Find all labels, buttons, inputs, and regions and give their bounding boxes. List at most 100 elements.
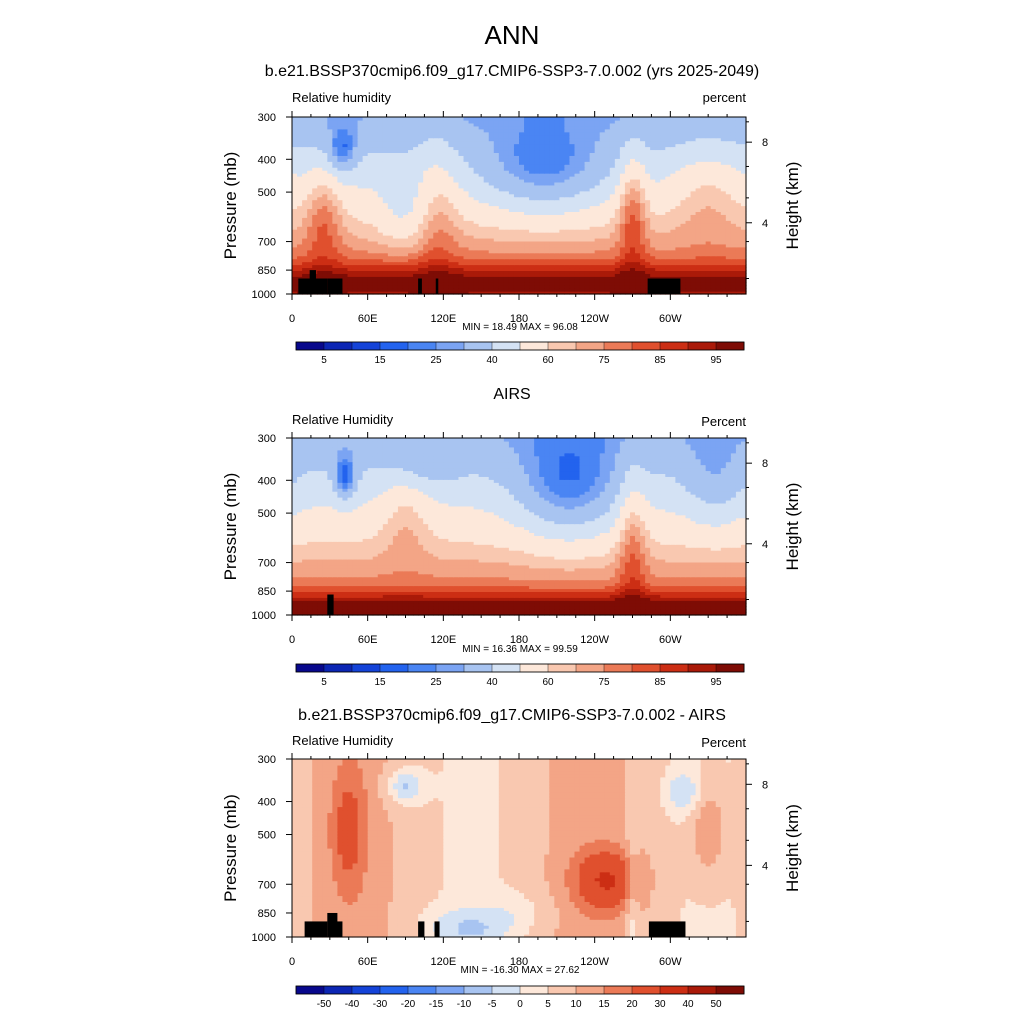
panel-1-colorbar-label: 25 (430, 355, 442, 366)
panel-1-colorbar-frame (295, 341, 745, 351)
panel-2-colorbar-cell (435, 663, 465, 673)
panel-3-colorbar-cell (631, 985, 661, 995)
panel-2-xtick-label: 60W (659, 634, 682, 646)
panel-1-colorbar-cell (351, 341, 381, 351)
panel-3-colorbar-label: -50 (317, 999, 332, 1010)
panel-1-colorbar-cell (547, 341, 577, 351)
panel-2-colorbar-cell (491, 663, 521, 673)
panel-3-colorbar-cell (351, 985, 381, 995)
panel-2-title: AIRS (493, 386, 531, 403)
panel-1-colorbar-label: 95 (710, 355, 722, 366)
panel-1-colorbar-label: 40 (486, 355, 498, 366)
panel-1-title: b.e21.BSSP370cmip6.f09_g17.CMIP6-SSP3-7.… (264, 63, 760, 80)
panel-1-colorbar-cell (659, 341, 689, 351)
panel-3-colorbar-cell (519, 985, 549, 995)
panel-1-topography-4 (418, 278, 422, 294)
panel-1-xtick-label: 120E (430, 313, 456, 325)
panel-2-colorbar-label: 40 (486, 677, 498, 688)
panel-3-topography-2 (327, 912, 338, 937)
panel-2-topography-0 (327, 594, 334, 615)
panel-3-colorbar-cell (407, 985, 437, 995)
panel-3-colorbar-cell (715, 985, 745, 995)
panel-3-colorbar-label: 30 (654, 999, 666, 1010)
panel-1-ytick-label: 500 (258, 187, 276, 199)
panel-3-colorbar-cell (323, 985, 353, 995)
panel-2-xtick-label: 180 (510, 634, 528, 646)
panel-1-colorbar-cell (295, 341, 325, 351)
panel-1-colorbar-label: 5 (321, 355, 327, 366)
panel-3-topography-0 (304, 921, 328, 937)
panel-1-colorbar-cell (435, 341, 465, 351)
panel-2-colorbar-cell (379, 663, 409, 673)
panel-2-colorbar-cell (295, 663, 325, 673)
panel-2-contour-field (292, 438, 747, 616)
panel-3-colorbar-cell (295, 985, 325, 995)
panel-3-colorbar-cell (575, 985, 605, 995)
panel-2-colorbar-cell (463, 663, 493, 673)
panel-1-colorbar-cell (407, 341, 437, 351)
panel-1-colorbar-label: 85 (654, 355, 666, 366)
panel-1-colorbar-cell (323, 341, 353, 351)
panel-1-colorbar-cell (687, 341, 717, 351)
panel-1-left-string: Relative humidity (292, 90, 391, 105)
panel-3-colorbar-cell (603, 985, 633, 995)
panel-3-y2tick-label: 4 (762, 860, 768, 872)
panel-1-ytick-label: 700 (258, 237, 276, 249)
panel-3-topography-4 (434, 921, 440, 937)
panel-1-ytick-label: 400 (258, 154, 276, 166)
panel-2-y2tick-label: 4 (762, 539, 768, 551)
panel-2-colorbar-label: 5 (321, 677, 327, 688)
page-title: ANN (484, 20, 540, 50)
panel-2-y2label: Height (km) (783, 483, 802, 571)
panel-3-colorbar-label: 20 (626, 999, 638, 1010)
panel-1-y2label: Height (km) (783, 162, 802, 250)
panel-3-colorbar-cell (491, 985, 521, 995)
panel-3-colorbar-label: -10 (457, 999, 472, 1010)
panel-3-colorbar-cell (435, 985, 465, 995)
panel-1-topography-3 (327, 278, 343, 294)
panel-3-colorbar-label: 15 (598, 999, 610, 1010)
panel-1-colorbar-cell (379, 341, 409, 351)
panel-3-topography-3 (418, 921, 425, 937)
panel-2-xtick-label: 120W (580, 634, 609, 646)
panel-1-ytick-label: 1000 (252, 289, 276, 301)
panel-2-ytick-label: 850 (258, 586, 276, 598)
panel-3-xtick-label: 120W (580, 956, 609, 968)
panel-2-colorbar-cell (547, 663, 577, 673)
panel-3-ytick-label: 300 (258, 754, 276, 766)
panel-1-colorbar-cell (603, 341, 633, 351)
panel-1-colorbar-label: 75 (598, 355, 610, 366)
panel-2-colorbar-frame (295, 663, 745, 673)
panel-3-colorbar-label: 10 (570, 999, 582, 1010)
panel-2-colorbar-cell (519, 663, 549, 673)
panel-3-left-string: Relative Humidity (292, 733, 394, 748)
panel-3-ytick-label: 700 (258, 879, 276, 891)
panel-3-y2label: Height (km) (783, 804, 802, 892)
panel-3-contour-field (292, 759, 747, 938)
panel-2-colorbar-cell (631, 663, 661, 673)
panel-3-colorbar-label: -20 (401, 999, 416, 1010)
panel-3-xtick-label: 120E (430, 956, 456, 968)
panel-3-right-string: Percent (701, 735, 746, 750)
panel-3-colorbar-label: 40 (682, 999, 694, 1010)
panel-2-colorbar-cell (715, 663, 745, 673)
panel-2-colorbar-cell (659, 663, 689, 673)
panel-3-colorbar-label: 50 (710, 999, 722, 1010)
panel-3-ytick-label: 1000 (252, 932, 276, 944)
panel-3-colorbar-cell (379, 985, 409, 995)
panel-2-colorbar-cell (603, 663, 633, 673)
panel-1-colorbar-cell (491, 341, 521, 351)
panel-2-colorbar-cell (687, 663, 717, 673)
panel-1-colorbar-cell (519, 341, 549, 351)
panel-2-colorbar-label: 85 (654, 677, 666, 688)
panel-2-colorbar-cell (575, 663, 605, 673)
panel-3-title: b.e21.BSSP370cmip6.f09_g17.CMIP6-SSP3-7.… (298, 707, 726, 724)
panel-1-colorbar-label: 15 (374, 355, 386, 366)
panel-2-colorbar-label: 95 (710, 677, 722, 688)
panel-2-right-string: Percent (701, 414, 746, 429)
panel-2-ytick-label: 700 (258, 558, 276, 570)
panel-3-colorbar-label: 5 (545, 999, 551, 1010)
panel-3-colorbar-label: 0 (517, 999, 523, 1010)
panel-2-xtick-label: 60E (358, 634, 378, 646)
panel-1-min-max: MIN = 18.49 MAX = 96.08 (462, 322, 578, 333)
